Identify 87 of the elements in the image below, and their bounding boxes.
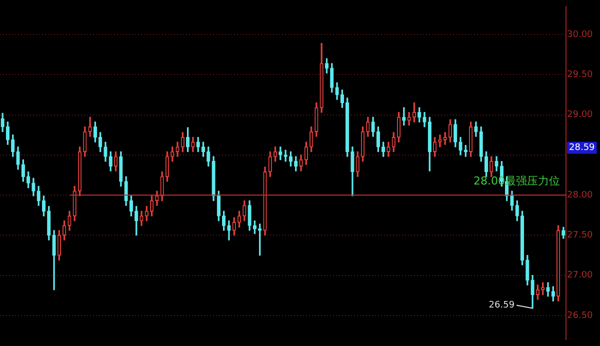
candlestick xyxy=(479,126,483,162)
candlestick xyxy=(382,142,386,157)
candlestick xyxy=(93,122,98,142)
candlestick xyxy=(314,102,318,137)
candlestick xyxy=(78,146,82,196)
candlestick xyxy=(407,112,411,126)
candlestick xyxy=(360,126,365,162)
y-tick-label: 28.00 xyxy=(567,190,594,200)
candlestick xyxy=(371,116,375,137)
candlestick xyxy=(494,156,498,172)
candlestick xyxy=(212,156,216,202)
candlestick xyxy=(428,116,432,172)
candlestick xyxy=(422,112,426,128)
candlestick xyxy=(294,156,298,172)
candlestick xyxy=(284,150,288,162)
candlestick xyxy=(320,43,324,113)
candlestick xyxy=(551,286,555,302)
candlestick xyxy=(124,176,128,206)
candlestick xyxy=(201,142,206,157)
candlestick xyxy=(526,254,530,286)
candlestick xyxy=(324,58,329,74)
candlestick xyxy=(227,220,231,240)
candlestick xyxy=(366,116,370,137)
candlestick xyxy=(484,151,488,177)
annotation: 26.59 xyxy=(488,300,515,311)
candlestick xyxy=(108,151,112,172)
candlestick xyxy=(144,206,148,222)
candlestick xyxy=(170,146,174,162)
candlestick xyxy=(515,200,519,222)
candlestick xyxy=(556,225,560,302)
y-tick-label: 27.50 xyxy=(567,230,594,241)
candlestick xyxy=(83,126,87,157)
candlestick xyxy=(448,119,452,142)
candlestick xyxy=(418,107,422,122)
candlestick xyxy=(36,186,40,206)
candlestick xyxy=(21,159,25,182)
candlestick xyxy=(104,142,108,162)
candlestick xyxy=(191,136,195,152)
candlestick xyxy=(268,151,272,177)
y-tick-label: 30.00 xyxy=(567,30,594,40)
candlestick xyxy=(32,178,36,196)
candlestick xyxy=(356,151,360,177)
candlestick xyxy=(176,142,180,157)
candlestick xyxy=(42,196,46,216)
candlestick xyxy=(490,156,494,177)
candlestick xyxy=(278,146,282,160)
candlestick xyxy=(464,144,468,157)
candlestick xyxy=(386,142,390,157)
candlestick xyxy=(216,190,221,222)
candlestick xyxy=(562,226,566,239)
candlestick xyxy=(438,134,442,148)
candlestick xyxy=(273,146,278,162)
candlestick xyxy=(412,102,416,122)
annotation: 28.59 xyxy=(569,143,596,154)
candlestick xyxy=(263,166,267,236)
candlestick xyxy=(396,112,401,142)
candlestick xyxy=(510,190,514,211)
candlestick xyxy=(242,200,246,222)
candlestick xyxy=(536,284,540,300)
candlestick xyxy=(0,112,4,132)
candlestick xyxy=(454,119,458,148)
candlestick xyxy=(119,151,123,187)
candlestick xyxy=(6,122,10,145)
candlestick xyxy=(474,122,478,137)
candlestick xyxy=(330,63,334,93)
candlestick xyxy=(114,151,118,172)
candlestick xyxy=(16,146,20,170)
candlestick xyxy=(248,200,252,231)
candlestick xyxy=(150,196,154,216)
candlestick xyxy=(155,190,159,206)
y-tick-label: 29.00 xyxy=(567,110,594,120)
y-tick-label: 26.50 xyxy=(567,310,594,321)
candlestick xyxy=(88,116,92,137)
candlestick xyxy=(140,210,144,226)
candlestick xyxy=(129,196,134,216)
candlestick xyxy=(520,210,524,266)
candlestick xyxy=(68,210,72,231)
candlestick xyxy=(468,122,473,157)
y-tick-label: 27.00 xyxy=(567,270,594,281)
candlestick xyxy=(304,142,308,165)
candlestick xyxy=(165,151,170,182)
candlestick xyxy=(458,136,462,156)
candlestick xyxy=(546,282,550,297)
candlestick xyxy=(222,210,226,231)
candlestick xyxy=(288,151,293,167)
y-tick-label: 29.50 xyxy=(567,70,594,80)
candlestick xyxy=(299,154,303,172)
